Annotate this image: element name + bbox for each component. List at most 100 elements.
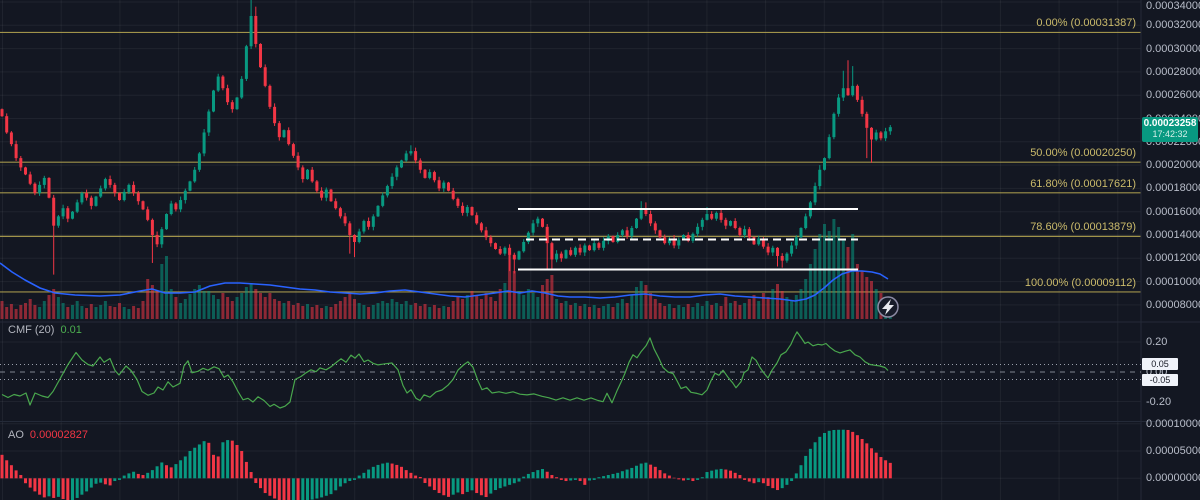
ao-histogram-bar [122,475,126,479]
candle-body [357,231,361,242]
volume-bar [329,307,333,319]
ao-histogram-bar [150,470,154,479]
ao-histogram-bar [14,470,18,479]
volume-bar [522,295,526,319]
volume-bar [5,307,9,319]
ao-histogram-bar [9,465,13,479]
ao-histogram-bar [808,448,812,479]
volume-bar [682,307,685,319]
volume-bar [484,293,488,319]
candle-body [277,123,281,138]
volume-bar [113,307,117,319]
ao-histogram-bar [99,478,103,483]
volume-bar [273,299,277,319]
ao-indicator-title[interactable]: AO 0.00002827 [8,429,88,441]
ao-histogram-bar [263,478,267,494]
ao-histogram-bar [649,464,653,479]
ao-histogram-bar [141,475,145,479]
candle-body [531,223,535,233]
ao-histogram-bar [409,472,413,479]
volume-bar [216,299,220,319]
ao-histogram-bar [282,478,286,500]
volume-bar [367,307,371,319]
candle-body [343,216,347,224]
volume-bar [456,297,460,319]
candle-body [855,85,859,100]
volume-bar [635,287,638,319]
candle-body [714,212,718,219]
ao-histogram-bar [432,478,436,491]
ao-histogram-bar [818,436,822,479]
volume-bar [564,301,568,319]
cmf-indicator-title[interactable]: CMF (20) 0.01 [8,324,82,336]
lightning-icon[interactable] [877,296,899,318]
ao-histogram-bar [686,478,690,480]
ao-histogram-bar [620,471,624,479]
volume-bar [818,234,822,319]
ao-histogram-bar [0,454,4,479]
volume-bar [625,303,629,319]
volume-bar [710,305,714,319]
volume-bar [75,301,79,319]
volume-bar [870,281,873,319]
volume-bar [38,307,42,319]
volume-bar [827,231,831,319]
candle-body [597,243,601,248]
candle-body [541,218,544,227]
candle-body [517,251,521,260]
candle-body [832,113,836,138]
ao-histogram-bar [526,473,530,479]
volume-bar [249,283,253,319]
volume-bar [71,305,74,319]
volume-bar [823,224,826,319]
ao-histogram-bar [103,478,107,485]
volume-bar [451,301,455,319]
volume-bar [141,301,145,319]
candle-body [719,212,723,220]
candle-body [113,184,117,194]
ao-histogram-bar [320,478,324,498]
volume-bar [230,301,234,319]
candle-body [400,160,403,168]
candle-body [790,245,794,254]
candle-body [747,229,751,238]
ao-histogram-bar [700,477,704,479]
candle-body [729,221,732,226]
volume-bar [254,289,258,319]
ao-histogram-bar [80,478,84,495]
volume-bar [794,295,798,319]
candle-body [559,253,563,259]
candle-body [404,153,408,161]
volume-bar [508,254,512,319]
candle-body [451,190,455,199]
ao-histogram-bar [404,470,408,479]
ao-histogram-bar [696,478,700,480]
ao-histogram-bar [395,464,399,479]
ao-histogram-bar [165,465,168,479]
candle-body [555,253,559,260]
ao-histogram-bar [616,472,620,479]
candle-body [5,116,9,133]
ao-histogram-bar [259,478,262,489]
candle-body [193,169,197,182]
ao-histogram-bar [682,478,685,481]
volume-bar [169,289,173,319]
candle-body [127,184,131,192]
candle-body [823,158,826,170]
ao-histogram-bar [385,462,389,479]
candle-body [649,214,653,224]
candle-body [47,177,51,198]
ao-histogram-bar [329,478,333,495]
candle-body [362,221,366,232]
volume-bar [536,297,540,319]
volume-bar [324,306,328,319]
volume-bar [428,307,432,319]
ao-histogram-bar [89,478,93,488]
candle-body [202,132,206,154]
ao-histogram-bar [757,478,761,483]
ao-histogram-bar [827,430,831,479]
ao-histogram-bar [743,478,747,480]
ao-histogram-bar [324,478,328,496]
